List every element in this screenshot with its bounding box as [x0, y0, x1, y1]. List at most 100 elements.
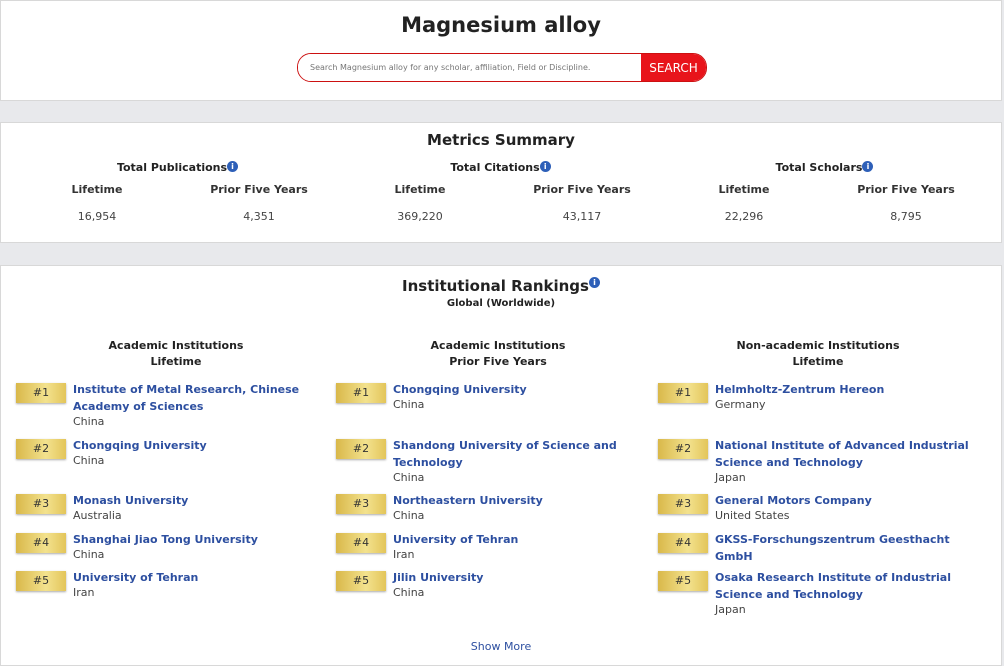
search-bar: SEARCH [297, 53, 707, 82]
ranking-column: Academic Institutions Prior Five Years #1… [336, 338, 656, 599]
institution-link[interactable]: Jilin University [393, 571, 484, 584]
institution-link[interactable]: General Motors Company [715, 494, 872, 507]
ranking-item: #5 University of Tehran Iran [16, 569, 338, 599]
rank-badge: #3 [658, 494, 708, 514]
info-icon[interactable]: i [588, 277, 600, 288]
rank-badge: #5 [16, 571, 66, 591]
rank-badge: #1 [336, 383, 386, 403]
institution-country: China [393, 471, 425, 484]
ranking-item: #2 National Institute of Advanced Indust… [658, 437, 980, 484]
ranking-item: #3 Northeastern University China [336, 492, 658, 522]
rank-badge: #2 [16, 439, 66, 459]
institution-link[interactable]: Shandong University of Science and Techn… [393, 439, 617, 469]
rank-badge: #2 [658, 439, 708, 459]
rank-badge: #4 [16, 533, 66, 553]
column-heading: Non-academic Institutions [736, 339, 900, 352]
ranking-item: #1 Helmholtz-Zentrum Hereon Germany [658, 381, 980, 411]
info-icon[interactable]: i [227, 161, 239, 172]
institution-country: China [393, 398, 425, 411]
institution-link[interactable]: Northeastern University [393, 494, 543, 507]
institution-link[interactable]: Shanghai Jiao Tong University [73, 533, 258, 546]
institution-country: China [73, 415, 105, 428]
lifetime-label: Lifetime [718, 183, 770, 196]
lifetime-value: 16,954 [77, 210, 117, 223]
ranking-item: #3 General Motors Company United States [658, 492, 980, 522]
column-heading: Academic Institutions [430, 339, 566, 352]
metric-title: Total Citations [450, 161, 540, 174]
rank-badge: #2 [336, 439, 386, 459]
info-icon[interactable]: i [862, 161, 874, 172]
search-button[interactable]: SEARCH [641, 54, 706, 81]
rank-badge: #3 [16, 494, 66, 514]
search-input[interactable] [298, 54, 641, 81]
rank-badge: #3 [336, 494, 386, 514]
ranking-item: #2 Shandong University of Science and Te… [336, 437, 658, 484]
lifetime-value: 369,220 [397, 210, 443, 223]
rankings-subtitle: Global (Worldwide) [446, 298, 556, 309]
institution-link[interactable]: University of Tehran [73, 571, 199, 584]
institution-country: Japan [715, 471, 746, 484]
institution-link[interactable]: Osaka Research Institute of Industrial S… [715, 571, 951, 601]
rank-badge: #1 [16, 383, 66, 403]
metrics-summary-card: Metrics Summary Total Publications i Life… [0, 122, 1002, 243]
ranking-column: Non-academic Institutions Lifetime #1 Hel… [658, 338, 978, 616]
metric-title: Total Scholars [775, 161, 863, 174]
institution-country: China [73, 548, 105, 561]
ranking-item: #1 Chongqing University China [336, 381, 658, 411]
rank-badge: #5 [336, 571, 386, 591]
column-heading: Academic Institutions [108, 339, 244, 352]
lifetime-value: 22,296 [724, 210, 764, 223]
lifetime-label: Lifetime [71, 183, 123, 196]
ranking-item: #2 Chongqing University China [16, 437, 338, 467]
prior-label: Prior Five Years [857, 183, 955, 196]
ranking-item: #4 University of Tehran Iran [336, 531, 658, 561]
institutional-rankings-card: Institutional Rankings i Global (Worldwid… [0, 265, 1002, 666]
institution-link[interactable]: Helmholtz-Zentrum Hereon [715, 383, 885, 396]
prior-value: 8,795 [890, 210, 922, 223]
ranking-item: #5 Jilin University China [336, 569, 658, 599]
metrics-title: Metrics Summary [427, 131, 575, 149]
ranking-column: Academic Institutions Lifetime #1 Institu… [16, 338, 336, 599]
show-more-link[interactable]: Show More [470, 640, 532, 653]
metric-title: Total Publications [116, 161, 228, 174]
institution-country: Iran [393, 548, 415, 561]
rank-badge: #4 [336, 533, 386, 553]
ranking-item: #5 Osaka Research Institute of Industria… [658, 569, 980, 616]
metric-group: Total Publications i Lifetime 16,954 Prior… [11, 161, 344, 223]
rank-badge: #1 [658, 383, 708, 403]
institution-country: China [73, 454, 105, 467]
rank-badge: #5 [658, 571, 708, 591]
info-icon[interactable]: i [539, 161, 551, 172]
lifetime-label: Lifetime [394, 183, 446, 196]
rankings-title: Institutional Rankings [402, 277, 589, 295]
institution-link[interactable]: National Institute of Advanced Industria… [715, 439, 969, 469]
prior-label: Prior Five Years [210, 183, 308, 196]
prior-label: Prior Five Years [533, 183, 631, 196]
institution-link[interactable]: Chongqing University [73, 439, 207, 452]
rank-badge: #4 [658, 533, 708, 553]
ranking-item: #4 Shanghai Jiao Tong University China [16, 531, 338, 561]
institution-link[interactable]: Chongqing University [393, 383, 527, 396]
institution-country: United States [715, 509, 790, 522]
column-period: Lifetime [150, 355, 202, 368]
institution-link[interactable]: Institute of Metal Research, Chinese Aca… [73, 383, 300, 413]
page-title: Magnesium alloy [401, 13, 601, 37]
institution-link[interactable]: University of Tehran [393, 533, 519, 546]
ranking-item: #3 Monash University Australia [16, 492, 338, 522]
header-card: Magnesium alloy SEARCH [0, 0, 1002, 101]
metric-group: Total Scholars i Lifetime 22,296 Prior Fiv… [658, 161, 991, 223]
institution-country: Australia [73, 509, 122, 522]
institution-country: China [393, 586, 425, 599]
column-period: Lifetime [792, 355, 844, 368]
ranking-item: #4 GKSS-Forschungszentrum Geesthacht Gmb… [658, 531, 980, 565]
institution-country: China [393, 509, 425, 522]
institution-country: Iran [73, 586, 95, 599]
ranking-item: #1 Institute of Metal Research, Chinese … [16, 381, 338, 428]
prior-value: 43,117 [562, 210, 602, 223]
institution-country: Germany [715, 398, 766, 411]
metric-group: Total Citations i Lifetime 369,220 Prior F… [334, 161, 667, 223]
institution-link[interactable]: GKSS-Forschungszentrum Geesthacht GmbH [715, 533, 950, 563]
prior-value: 4,351 [243, 210, 275, 223]
column-period: Prior Five Years [449, 355, 547, 368]
institution-link[interactable]: Monash University [73, 494, 189, 507]
